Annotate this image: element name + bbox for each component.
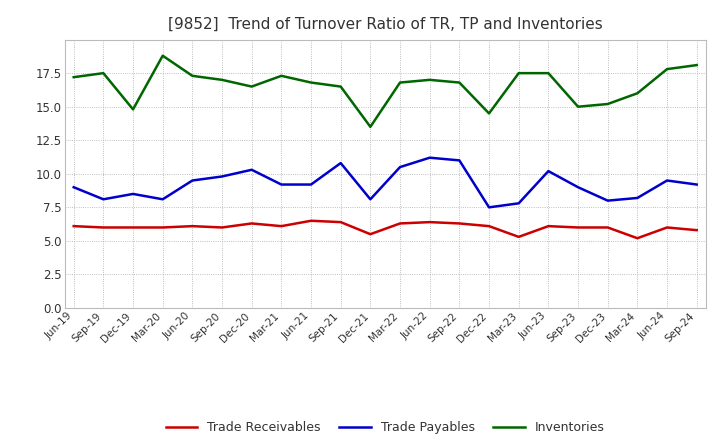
Trade Payables [248,167,256,172]
Inventories [188,73,197,78]
Line: Trade Payables: Trade Payables [73,158,697,207]
Trade Receivables [633,235,642,241]
Title: [9852]  Trend of Turnover Ratio of TR, TP and Inventories: [9852] Trend of Turnover Ratio of TR, TP… [168,16,603,32]
Trade Payables [544,169,553,174]
Inventories [69,74,78,80]
Trade Payables [574,185,582,190]
Trade Receivables [366,231,374,237]
Inventories [574,104,582,109]
Trade Payables [158,197,167,202]
Trade Receivables [188,224,197,229]
Trade Receivables [99,225,108,230]
Inventories [307,80,315,85]
Trade Payables [99,197,108,202]
Trade Payables [455,158,464,163]
Legend: Trade Receivables, Trade Payables, Inventories: Trade Receivables, Trade Payables, Inven… [161,416,610,439]
Inventories [603,101,612,106]
Trade Receivables [129,225,138,230]
Inventories [336,84,345,89]
Trade Payables [485,205,493,210]
Trade Payables [69,185,78,190]
Trade Receivables [662,225,671,230]
Trade Payables [633,195,642,201]
Trade Payables [217,174,226,179]
Trade Receivables [248,221,256,226]
Trade Payables [396,165,405,170]
Trade Payables [603,198,612,203]
Trade Receivables [455,221,464,226]
Trade Payables [426,155,434,160]
Trade Receivables [336,220,345,225]
Inventories [248,84,256,89]
Inventories [693,62,701,68]
Trade Payables [188,178,197,183]
Trade Receivables [277,224,286,229]
Inventories [217,77,226,82]
Trade Payables [307,182,315,187]
Line: Inventories: Inventories [73,56,697,127]
Trade Receivables [158,225,167,230]
Inventories [396,80,405,85]
Trade Payables [662,178,671,183]
Trade Receivables [544,224,553,229]
Inventories [633,91,642,96]
Trade Payables [366,197,374,202]
Trade Receivables [693,227,701,233]
Inventories [662,66,671,72]
Trade Receivables [217,225,226,230]
Trade Receivables [396,221,405,226]
Inventories [455,80,464,85]
Trade Payables [129,191,138,197]
Trade Payables [514,201,523,206]
Inventories [366,124,374,129]
Trade Receivables [485,224,493,229]
Trade Payables [277,182,286,187]
Trade Payables [693,182,701,187]
Trade Payables [336,161,345,166]
Trade Receivables [603,225,612,230]
Inventories [158,53,167,59]
Trade Receivables [574,225,582,230]
Inventories [99,70,108,76]
Inventories [277,73,286,78]
Trade Receivables [69,224,78,229]
Line: Trade Receivables: Trade Receivables [73,221,697,238]
Trade Receivables [514,234,523,239]
Inventories [514,70,523,76]
Trade Receivables [426,220,434,225]
Inventories [129,107,138,112]
Inventories [485,111,493,116]
Inventories [544,70,553,76]
Trade Receivables [307,218,315,224]
Inventories [426,77,434,82]
